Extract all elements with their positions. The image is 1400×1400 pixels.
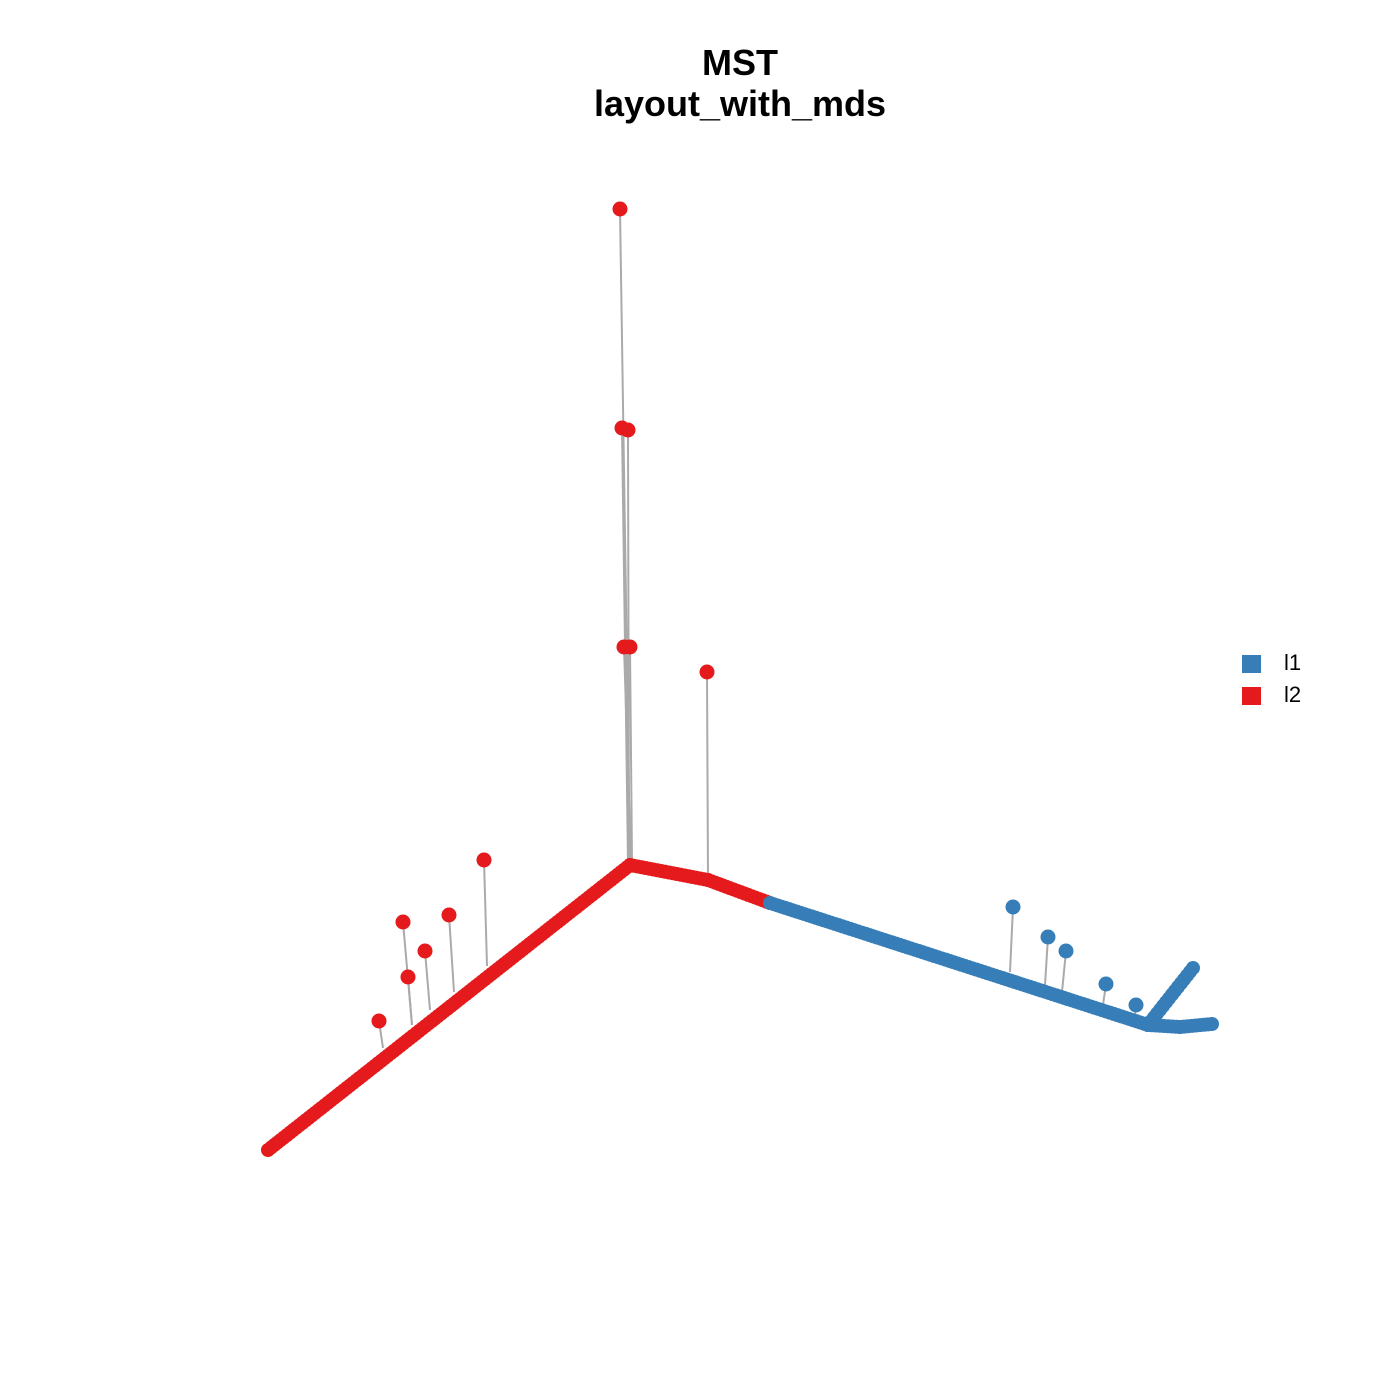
node bbox=[371, 1013, 387, 1029]
title-line-2: layout_with_mds bbox=[594, 83, 886, 124]
edge bbox=[483, 859, 488, 967]
node bbox=[1058, 943, 1074, 959]
node bbox=[1205, 1017, 1219, 1031]
node bbox=[699, 664, 715, 680]
node bbox=[417, 943, 433, 959]
legend-swatch bbox=[1242, 655, 1261, 673]
edge bbox=[407, 976, 413, 1026]
node bbox=[620, 422, 636, 438]
edge bbox=[623, 646, 632, 863]
edge bbox=[424, 950, 431, 1011]
edge bbox=[1044, 936, 1049, 986]
edge bbox=[629, 646, 633, 863]
node bbox=[1128, 997, 1144, 1013]
node bbox=[1040, 929, 1056, 945]
title-line-1: MST bbox=[702, 42, 778, 83]
edges bbox=[378, 208, 1137, 1049]
node bbox=[612, 201, 628, 217]
node bbox=[395, 914, 411, 930]
node bbox=[1005, 899, 1021, 915]
legend-swatch bbox=[1242, 687, 1261, 705]
legend-label: l2 bbox=[1284, 682, 1301, 707]
nodes bbox=[261, 201, 1219, 1157]
edge bbox=[1009, 906, 1014, 973]
node bbox=[1186, 961, 1200, 975]
node bbox=[476, 852, 492, 868]
node bbox=[441, 907, 457, 923]
edge bbox=[448, 914, 455, 993]
edge bbox=[706, 671, 709, 881]
node bbox=[622, 639, 638, 655]
legend-label: l1 bbox=[1284, 650, 1301, 675]
node bbox=[400, 969, 416, 985]
node bbox=[1098, 976, 1114, 992]
